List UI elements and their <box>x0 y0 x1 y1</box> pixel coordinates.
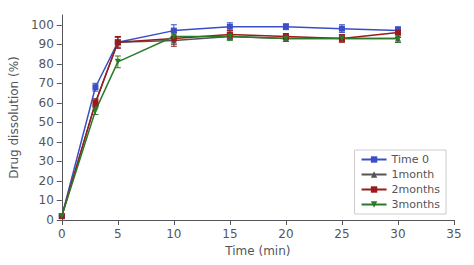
svg-text:1month: 1month <box>392 168 435 181</box>
svg-text:2months: 2months <box>392 183 441 196</box>
svg-text:30: 30 <box>39 154 54 168</box>
svg-text:50: 50 <box>39 115 54 129</box>
svg-text:15: 15 <box>222 227 237 241</box>
svg-text:30: 30 <box>390 227 405 241</box>
svg-text:90: 90 <box>39 37 54 51</box>
svg-text:3months: 3months <box>392 198 441 211</box>
svg-text:25: 25 <box>334 227 349 241</box>
svg-text:100: 100 <box>31 18 54 32</box>
svg-text:40: 40 <box>39 135 54 149</box>
svg-text:0: 0 <box>58 227 66 241</box>
svg-text:35: 35 <box>446 227 461 241</box>
svg-text:20: 20 <box>39 174 54 188</box>
svg-text:80: 80 <box>39 57 54 71</box>
svg-text:20: 20 <box>278 227 293 241</box>
svg-text:10: 10 <box>39 193 54 207</box>
svg-text:5: 5 <box>114 227 122 241</box>
svg-text:60: 60 <box>39 96 54 110</box>
svg-text:10: 10 <box>166 227 181 241</box>
svg-text:Time (min): Time (min) <box>224 244 290 258</box>
svg-text:Time 0: Time 0 <box>391 153 429 166</box>
svg-text:0: 0 <box>46 213 54 227</box>
svg-text:70: 70 <box>39 76 54 90</box>
svg-text:Drug dissolution (%): Drug dissolution (%) <box>7 56 21 179</box>
